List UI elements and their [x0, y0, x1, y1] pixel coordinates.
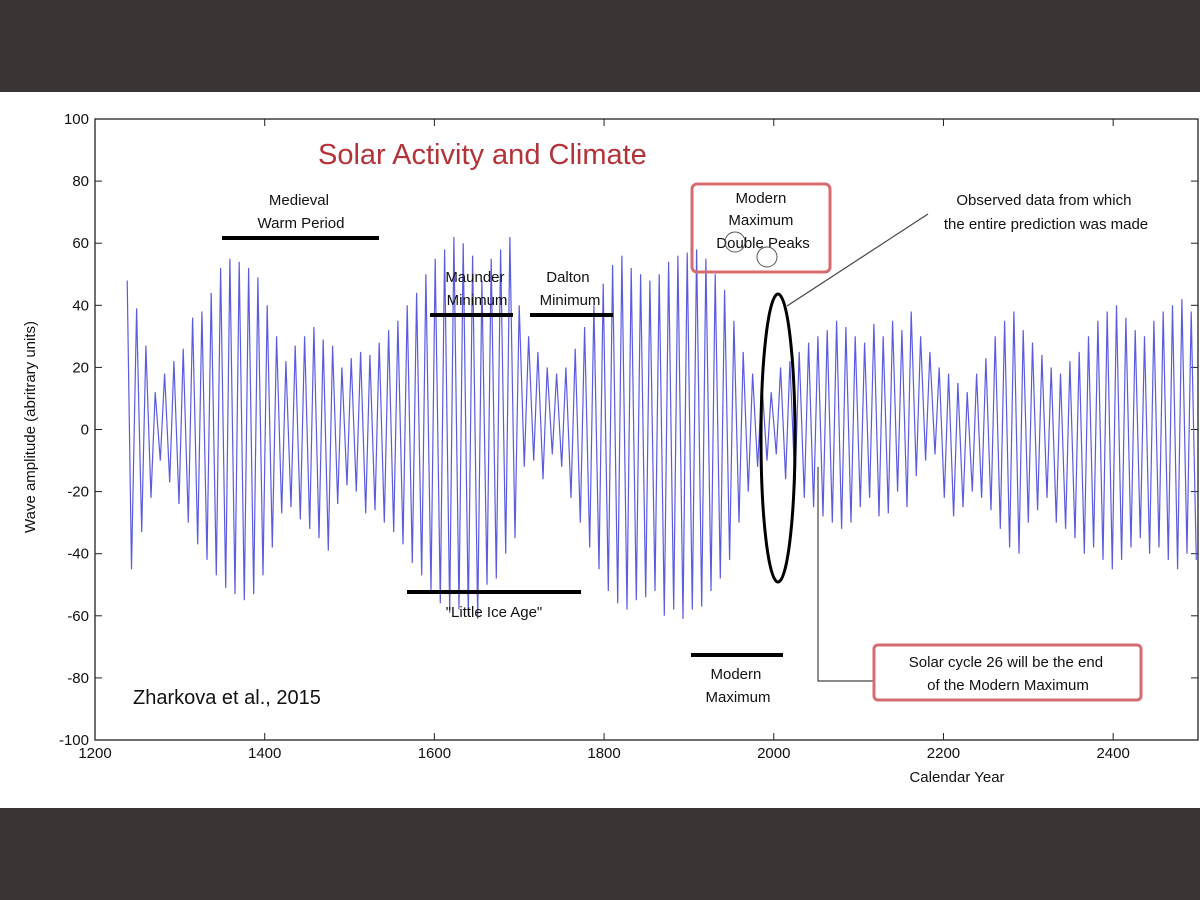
solar-cycle-26-label: Solar cycle 26 will be the end of the Mo…	[909, 654, 1107, 694]
y-tick-label: 0	[81, 422, 89, 439]
axis-tick-labels: 1200 1400 1600 1800 2000 2200 2400 100 80 60 40 20 0…	[59, 111, 1130, 762]
citation-label: Zharkova et al., 2015	[133, 687, 321, 709]
y-tick-label: -60	[67, 608, 89, 625]
y-tick-label: -80	[67, 670, 89, 687]
x-tick-label: 2400	[1096, 745, 1129, 762]
observed-data-label: Observed data from which the entire pred…	[944, 192, 1148, 233]
x-axis-label: Calendar Year	[909, 769, 1004, 786]
x-tick-label: 2000	[757, 745, 790, 762]
solar-activity-chart: 1200 1400 1600 1800 2000 2200 2400 100 80 60 40 20 0…	[22, 111, 1199, 786]
dalton-minimum-label: Dalton Minimum	[540, 269, 601, 309]
chart-title: Solar Activity and Climate	[318, 139, 647, 171]
x-tick-label: 1200	[78, 745, 111, 762]
top-frame-band	[0, 0, 1200, 92]
y-tick-label: 40	[72, 297, 89, 314]
y-tick-label: 20	[72, 359, 89, 376]
double-peaks-box	[690, 182, 832, 274]
solar-cycle-26-box	[872, 643, 1143, 702]
y-tick-label: -100	[59, 732, 89, 749]
peak-circle-right	[756, 246, 778, 268]
y-tick-label: 100	[64, 111, 89, 128]
maunder-minimum-label: Maunder Minimum	[445, 269, 508, 309]
x-tick-label: 1400	[248, 745, 281, 762]
series-line	[126, 236, 1197, 619]
bottom-frame-band	[0, 808, 1200, 900]
y-axis-label: Wave amplitude (abritrary units)	[22, 321, 39, 533]
modern-maximum-label: Modern Maximum	[705, 666, 770, 706]
chart-figure: 1200 1400 1600 1800 2000 2200 2400 100 80 60 40 20 0…	[0, 92, 1200, 808]
y-tick-label: 60	[72, 235, 89, 252]
medieval-warm-period-label: Medieval Warm Period	[258, 192, 345, 232]
double-peaks-label: Modern Maximum Double Peaks	[716, 190, 809, 252]
y-tick-label: -20	[67, 484, 89, 501]
x-tick-label: 1800	[587, 745, 620, 762]
solar-cycle-26-leader	[817, 467, 874, 682]
observed-data-leader	[786, 213, 929, 307]
observed-data-ellipse	[759, 292, 797, 584]
little-ice-age-label: "Little Ice Age"	[446, 604, 543, 621]
y-tick-label: 80	[72, 173, 89, 190]
peak-circle-left	[724, 231, 746, 253]
x-tick-label: 2200	[927, 745, 960, 762]
x-tick-label: 1600	[418, 745, 451, 762]
y-tick-label: -40	[67, 546, 89, 563]
